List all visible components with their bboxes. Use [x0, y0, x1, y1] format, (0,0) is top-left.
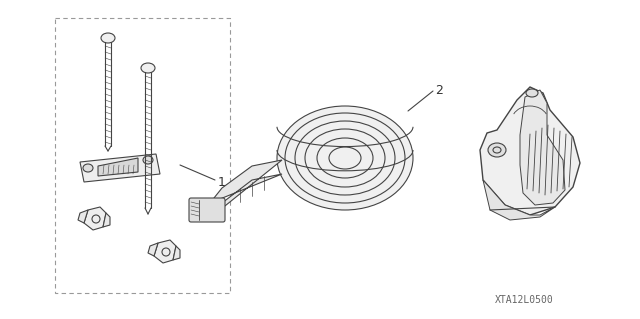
- Polygon shape: [84, 207, 106, 230]
- Ellipse shape: [526, 89, 538, 97]
- Polygon shape: [80, 154, 160, 182]
- Ellipse shape: [143, 156, 153, 164]
- Ellipse shape: [488, 143, 506, 157]
- Polygon shape: [483, 180, 555, 220]
- Ellipse shape: [101, 33, 115, 43]
- Ellipse shape: [83, 164, 93, 172]
- Polygon shape: [480, 87, 580, 215]
- Polygon shape: [154, 240, 176, 263]
- Polygon shape: [98, 158, 138, 176]
- Polygon shape: [103, 213, 110, 227]
- Bar: [55, 18, 230, 293]
- Polygon shape: [173, 246, 180, 260]
- FancyBboxPatch shape: [189, 198, 225, 222]
- Polygon shape: [520, 90, 565, 205]
- Text: 2: 2: [435, 84, 443, 97]
- Ellipse shape: [141, 63, 155, 73]
- Text: 1: 1: [218, 176, 226, 189]
- Polygon shape: [148, 243, 158, 256]
- Ellipse shape: [277, 106, 413, 210]
- Polygon shape: [210, 160, 282, 218]
- Text: XTA12L0500: XTA12L0500: [495, 295, 554, 305]
- Polygon shape: [78, 210, 88, 223]
